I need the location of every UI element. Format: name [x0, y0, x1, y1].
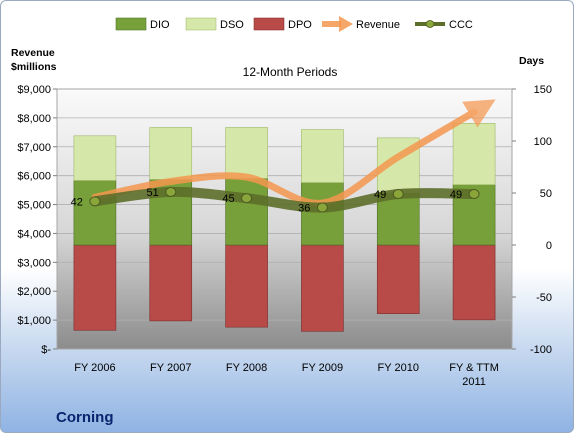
bar-dpo [452, 244, 496, 321]
axes: $- $1,000 $2,000 $3,000 $4,000 $5,000 $6,000 $7… [17, 84, 552, 388]
bar-dso [301, 129, 344, 183]
bar-dso [225, 127, 268, 179]
chart-title: 12-Month Periods [243, 65, 338, 79]
x-axis-tick-label: FY 2006 [74, 362, 115, 374]
bar-dso [149, 127, 193, 180]
ccc-line [89, 186, 480, 213]
ccc-point [165, 186, 177, 197]
ccc-point [241, 193, 253, 204]
left-axis-tick-label: $6,000 [17, 171, 51, 183]
left-axis-tick-label: $9,000 [17, 84, 51, 96]
ccc-data-label: 51 [147, 187, 159, 199]
x-axis-tick-label: FY 2007 [150, 362, 191, 374]
legend: DIO DSO DPO Revenue CCC [115, 16, 473, 32]
legend-swatch-dpo [253, 17, 285, 31]
legend-marker-ccc [425, 20, 435, 28]
x-axis-tick-label: FY 2008 [226, 362, 267, 374]
bar-dso [73, 135, 117, 181]
bar-dpo [376, 244, 420, 314]
bar-series [73, 123, 496, 332]
x-axis-tick-label: FY 2009 [302, 362, 343, 374]
right-axis-title: Days [519, 55, 544, 67]
bar-dpo [149, 244, 193, 322]
ccc-data-label: 36 [298, 203, 310, 215]
left-axis-tick-label: $8,000 [17, 113, 51, 125]
left-axis-tick-label: $3,000 [17, 257, 51, 269]
ccc-point [468, 189, 480, 200]
bar-dpo [301, 244, 344, 332]
x-axis-tick-label: FY & TTM [449, 362, 499, 374]
bar-dpo [73, 244, 117, 331]
legend-arrowhead-revenue [339, 16, 353, 32]
legend-label-ccc: CCC [449, 19, 473, 31]
bar-dso [452, 123, 496, 185]
legend-label-dso: DSO [220, 19, 244, 31]
right-axis-tick-label: -50 [536, 292, 552, 304]
right-axis-tick-label: 50 [540, 188, 552, 200]
ccc-point [316, 202, 328, 213]
legend-label-dio: DIO [150, 19, 170, 31]
ccc-point [392, 189, 404, 200]
company-name: Corning [56, 409, 114, 426]
left-axis-title-line1: Revenue [11, 47, 55, 59]
right-axis-tick-label: 150 [534, 84, 552, 96]
revenue-line [91, 99, 496, 207]
line-series: 42 51 45 36 49 49 [71, 99, 496, 215]
legend-label-dpo: DPO [288, 19, 312, 31]
ccc-data-label: 45 [222, 193, 234, 205]
x-axis-tick-label: 2011 [462, 376, 486, 388]
bar-dio [301, 182, 344, 246]
left-axis-tick-label: $7,000 [17, 142, 51, 154]
ccc-data-label: 49 [374, 189, 386, 201]
legend-label-revenue: Revenue [356, 19, 400, 31]
ccc-data-label: 42 [71, 196, 83, 208]
bar-dio [225, 178, 268, 246]
right-axis-tick-label: 100 [534, 136, 552, 148]
left-axis-tick-label: $2,000 [17, 286, 51, 298]
left-axis-tick-label: $1,000 [17, 315, 51, 327]
ccc-point [89, 196, 101, 207]
legend-swatch-dso [185, 17, 217, 31]
bar-dpo [225, 244, 268, 328]
x-axis-tick-label: FY 2010 [378, 362, 419, 374]
legend-swatch-dio [115, 17, 147, 31]
right-axis-tick-label: 0 [546, 240, 552, 252]
ccc-data-label: 49 [450, 189, 462, 201]
left-axis-tick-label: $4,000 [17, 228, 51, 240]
left-axis-tick-label: $5,000 [17, 200, 51, 212]
left-axis-title-line2: $millions [11, 61, 57, 73]
bar-dio [73, 180, 117, 246]
right-axis-tick-label: -100 [530, 344, 552, 356]
left-axis-tick-label: $- [41, 344, 51, 356]
